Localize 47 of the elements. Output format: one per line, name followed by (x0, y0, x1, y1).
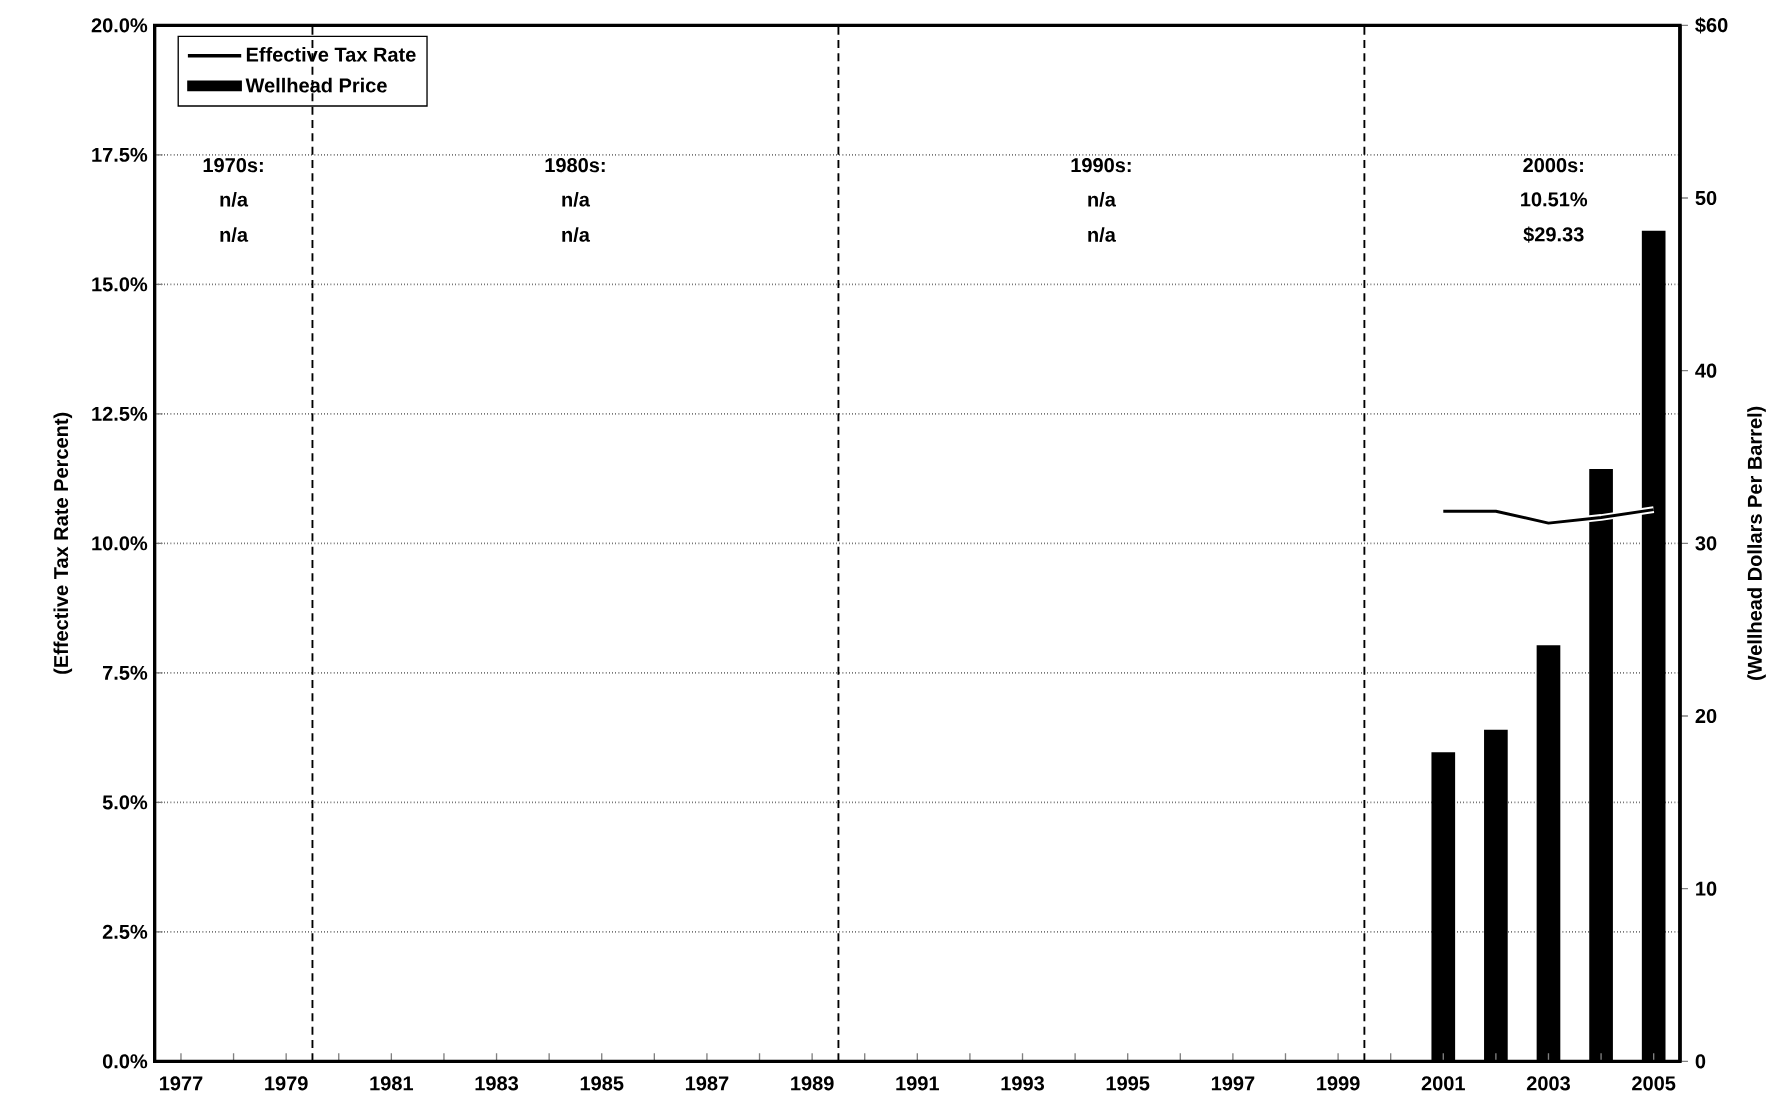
annotation: 1980s: (545, 158, 605, 173)
legend-label: Effective Tax Rate (246, 47, 416, 62)
y-axis-title: (Effective Tax Rate Percent) (53, 412, 73, 674)
y2-tick-label: 0 (1695, 1054, 1706, 1069)
y2-tick-label: 10 (1696, 881, 1717, 896)
annotation: 2000s: (1523, 158, 1583, 173)
y-tick-label: 12.5% (92, 406, 148, 421)
x-tick-label: 1999 (1317, 1076, 1360, 1091)
x-tick-label: 1993 (1001, 1076, 1045, 1091)
x-tick-label: 1995 (1106, 1076, 1150, 1091)
y2-tick-label: 30 (1695, 536, 1717, 551)
x-tick-label: 1985 (580, 1076, 624, 1091)
x-tick-label: 1977 (159, 1076, 203, 1091)
y2-tick-label: 40 (1695, 363, 1717, 378)
annotation: n/a (1088, 227, 1116, 243)
x-tick-label: 1979 (265, 1076, 308, 1091)
x-tick-label: 2003 (1526, 1076, 1570, 1091)
y-tick-label: 7.5% (103, 665, 148, 680)
annotation: n/a (562, 191, 591, 207)
annotation: 1970s: (203, 158, 263, 173)
y-tick-label: 10.0% (92, 536, 148, 551)
y-tick-label: 17.5% (92, 147, 148, 162)
y-tick-label: 0.0% (102, 1054, 148, 1069)
y2-axis-title: (Wellhead Dollars Per Barrel) (1747, 406, 1766, 680)
x-tick-label: 1981 (370, 1076, 414, 1091)
annotation: n/a (1088, 191, 1116, 207)
legend-label: Wellhead Price (245, 77, 387, 93)
y2-tick-label: 50 (1695, 190, 1717, 206)
x-tick-label: 1989 (791, 1076, 834, 1091)
y-tick-label: 5.0% (102, 795, 148, 810)
annotation: n/a (220, 227, 249, 243)
x-tick-label: 2005 (1632, 1076, 1676, 1091)
annotation: 1990s: (1071, 158, 1131, 173)
x-tick-label: 1991 (896, 1076, 939, 1091)
x-tick-label: 1987 (685, 1076, 729, 1091)
x-tick-label: 1983 (475, 1076, 519, 1091)
annotation: n/a (220, 191, 249, 207)
y-tick-label: 2.5% (102, 924, 148, 939)
annotation: $29.33 (1523, 226, 1584, 243)
x-tick-label: 2001 (1421, 1076, 1465, 1091)
y-tick-label: 20.0% (91, 18, 148, 33)
y-tick-label: 15.0% (92, 277, 148, 292)
x-tick-label: 1997 (1211, 1076, 1255, 1091)
y2-tick-label: $60 (1695, 17, 1728, 34)
annotation: n/a (562, 227, 591, 243)
y2-tick-label: 20 (1695, 708, 1717, 724)
annotation: 10.51% (1521, 192, 1588, 207)
